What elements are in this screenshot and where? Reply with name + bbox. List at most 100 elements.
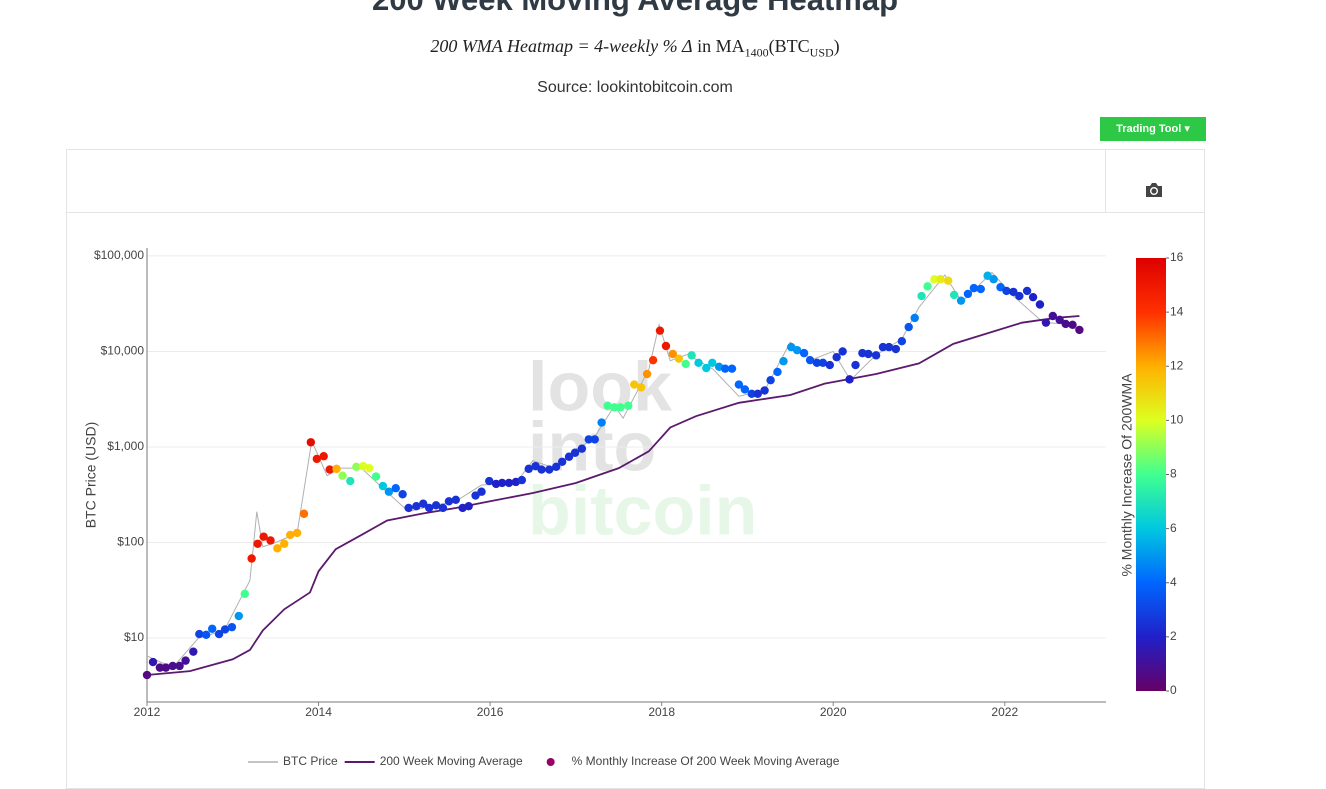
heat-point bbox=[766, 375, 775, 385]
heat-point bbox=[648, 355, 658, 365]
heat-point bbox=[431, 501, 441, 510]
heat-point bbox=[471, 491, 480, 500]
heat-point bbox=[551, 462, 561, 472]
heat-point bbox=[702, 363, 711, 373]
y-tick-label: $1,000 bbox=[107, 439, 144, 453]
watermark-text: look bbox=[528, 347, 672, 425]
heat-point bbox=[391, 484, 400, 493]
heat-point bbox=[545, 465, 554, 474]
heat-point bbox=[292, 528, 302, 538]
x-tick-label: 2014 bbox=[305, 705, 332, 719]
heat-point bbox=[845, 375, 854, 384]
heat-point bbox=[412, 501, 421, 511]
heat-point bbox=[577, 444, 587, 453]
heat-point bbox=[1055, 315, 1064, 325]
colorbar-tick-label: 2 bbox=[1170, 629, 1177, 643]
heat-point bbox=[332, 464, 341, 474]
heat-point bbox=[996, 283, 1005, 292]
heat-point bbox=[773, 367, 782, 377]
subtitle-sub: USD bbox=[809, 45, 834, 60]
heat-point bbox=[371, 472, 381, 481]
heat-point bbox=[161, 663, 171, 672]
heat-point bbox=[464, 501, 473, 511]
heat-point bbox=[779, 357, 788, 366]
colorbar-tick-label: 16 bbox=[1170, 250, 1184, 264]
heat-point bbox=[936, 275, 945, 284]
heat-point bbox=[280, 539, 289, 548]
heat-point bbox=[969, 283, 979, 293]
heat-point bbox=[1075, 325, 1084, 335]
page: 200 Week Moving Average Heatmap 200 WMA … bbox=[66, 0, 1206, 789]
x-tick-label: 2016 bbox=[477, 705, 504, 719]
heat-point bbox=[220, 625, 230, 634]
heat-point bbox=[189, 647, 198, 656]
legend-label: 200 Week Moving Average bbox=[380, 754, 523, 768]
colorbar-tick-label: 6 bbox=[1170, 521, 1177, 535]
heat-point bbox=[753, 389, 762, 399]
source: Source: lookintobitcoin.com bbox=[537, 79, 733, 96]
heat-point bbox=[148, 657, 158, 667]
heat-point bbox=[681, 359, 690, 369]
x-tick-label: 2022 bbox=[991, 705, 1018, 719]
heat-point bbox=[438, 503, 448, 513]
heat-point bbox=[1061, 319, 1070, 329]
heat-point bbox=[616, 403, 625, 412]
heat-point bbox=[384, 487, 394, 496]
toolbar-divider bbox=[1105, 150, 1106, 212]
heat-point bbox=[557, 457, 567, 466]
button-label[interactable]: Trading Tool bbox=[1116, 123, 1182, 135]
heat-point bbox=[240, 589, 249, 599]
heat-point bbox=[674, 354, 684, 363]
heat-point bbox=[603, 401, 612, 410]
heat-point bbox=[195, 629, 204, 639]
heat-point bbox=[694, 358, 703, 368]
heat-point bbox=[1035, 300, 1045, 309]
toolbar-divider bbox=[66, 212, 1205, 213]
subtitle-part: (BTC bbox=[768, 36, 810, 56]
heat-point bbox=[201, 630, 211, 640]
heat-point bbox=[818, 358, 828, 368]
heat-point bbox=[642, 369, 652, 379]
heat-point bbox=[956, 296, 966, 305]
camera-icon[interactable] bbox=[1144, 181, 1164, 199]
heat-point bbox=[168, 661, 177, 671]
heat-point bbox=[247, 554, 256, 563]
heat-point bbox=[597, 418, 606, 427]
subtitle-part: ) bbox=[833, 36, 840, 56]
heat-point bbox=[923, 282, 932, 291]
heat-point bbox=[306, 438, 316, 447]
heat-point bbox=[207, 624, 217, 633]
heat-point bbox=[477, 487, 486, 496]
heat-point bbox=[181, 656, 190, 665]
subtitle-part: in MA bbox=[697, 36, 745, 56]
heat-point bbox=[805, 355, 815, 365]
legend-label: BTC Price bbox=[283, 754, 338, 768]
colorbar-tick-label: 10 bbox=[1170, 413, 1184, 427]
heat-point bbox=[610, 403, 619, 412]
colorbar bbox=[1136, 258, 1166, 691]
heat-point bbox=[584, 435, 593, 444]
heat-point bbox=[884, 342, 894, 352]
heat-point bbox=[1015, 291, 1024, 301]
y-tick-label: $100,000 bbox=[94, 248, 144, 262]
watermark: look into bitcoin bbox=[528, 347, 757, 549]
heat-point bbox=[524, 464, 533, 474]
heat-point bbox=[727, 364, 737, 373]
heat-point bbox=[364, 463, 374, 473]
heat-point bbox=[517, 475, 527, 485]
heat-point bbox=[930, 275, 939, 284]
heat-point bbox=[630, 380, 639, 389]
heat-point bbox=[155, 663, 165, 672]
trading-tool-button[interactable]: Trading Tool ▾ bbox=[1100, 117, 1206, 141]
heat-point bbox=[537, 465, 546, 474]
heat-point bbox=[792, 346, 802, 355]
x-tick-label: 2012 bbox=[134, 705, 161, 719]
heat-point bbox=[1041, 318, 1051, 327]
heat-point bbox=[570, 448, 580, 457]
heat-point bbox=[273, 544, 282, 553]
heat-point bbox=[661, 341, 671, 351]
heat-point bbox=[871, 351, 881, 360]
heat-point bbox=[1068, 320, 1077, 330]
heat-point bbox=[740, 385, 750, 394]
heat-point bbox=[299, 509, 309, 518]
